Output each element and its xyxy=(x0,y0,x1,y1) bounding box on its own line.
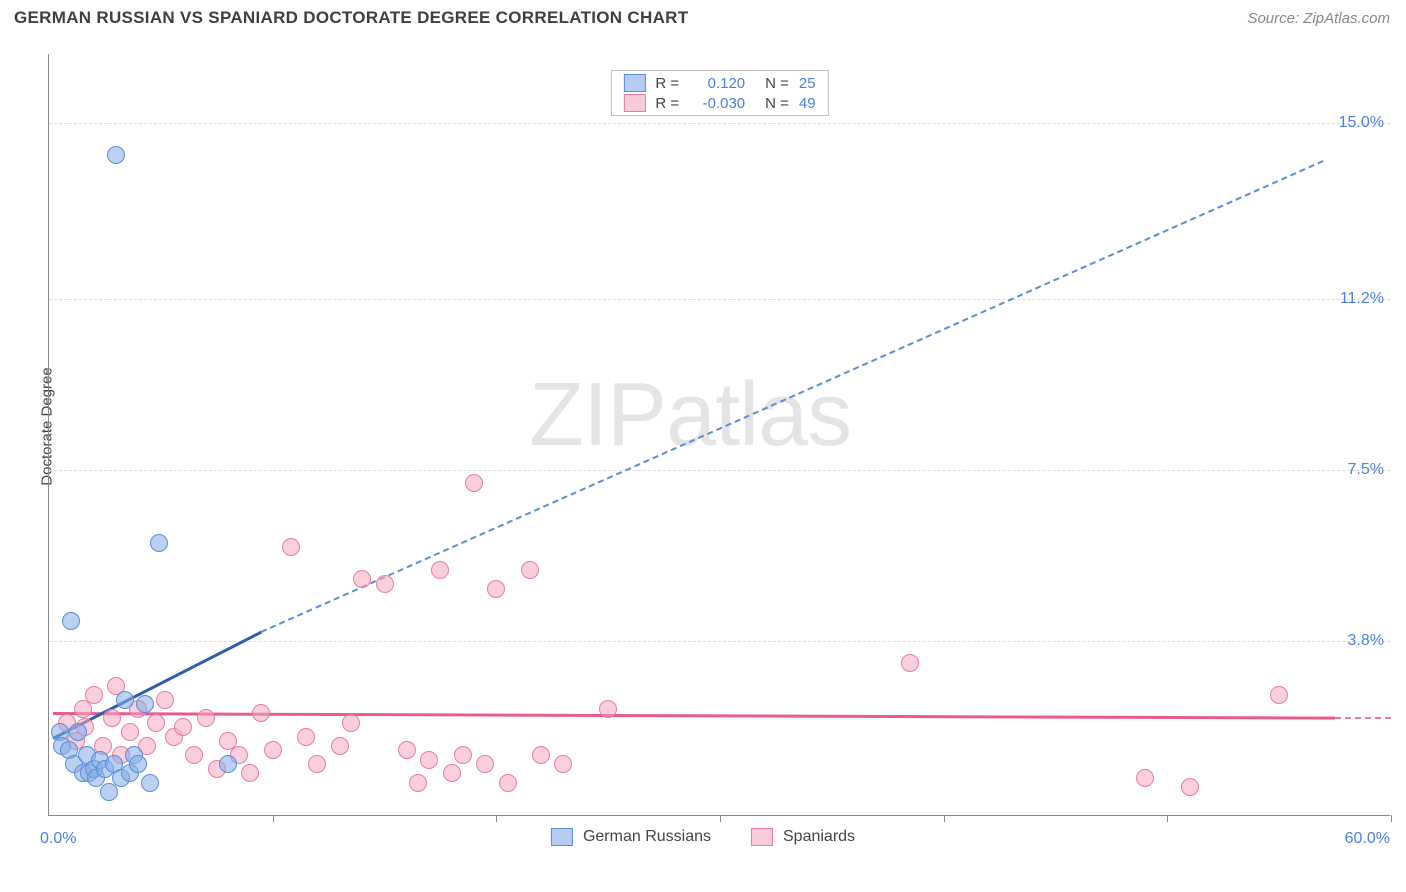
x-tick xyxy=(944,815,945,822)
data-point xyxy=(69,723,87,741)
series-legend: German Russians Spaniards xyxy=(551,828,855,846)
data-point xyxy=(136,695,154,713)
n-value-pink: 49 xyxy=(799,95,816,112)
y-tick-label: 11.2% xyxy=(1340,290,1384,308)
trend-line xyxy=(261,160,1324,633)
swatch-pink xyxy=(623,94,645,112)
data-point xyxy=(487,580,505,598)
data-point xyxy=(1270,686,1288,704)
x-max-label: 60.0% xyxy=(1345,830,1390,848)
data-point xyxy=(147,714,165,732)
r-label: R = xyxy=(655,75,679,92)
data-point xyxy=(476,755,494,773)
data-point xyxy=(156,691,174,709)
n-label: N = xyxy=(765,75,789,92)
data-point xyxy=(103,709,121,727)
data-point xyxy=(420,751,438,769)
legend-row-pink: R = -0.030 N = 49 xyxy=(611,93,827,113)
data-point xyxy=(599,700,617,718)
data-point xyxy=(141,774,159,792)
x-tick xyxy=(1167,815,1168,822)
data-point xyxy=(1136,769,1154,787)
data-point xyxy=(1181,778,1199,796)
source-attribution: Source: ZipAtlas.com xyxy=(1247,10,1390,27)
data-point xyxy=(150,534,168,552)
data-point xyxy=(353,570,371,588)
data-point xyxy=(901,654,919,672)
swatch-pink xyxy=(751,828,773,846)
legend-row-blue: R = 0.120 N = 25 xyxy=(611,73,827,93)
data-point xyxy=(219,755,237,773)
legend-item-blue: German Russians xyxy=(551,828,711,846)
r-value-pink: -0.030 xyxy=(689,95,745,112)
correlation-legend: R = 0.120 N = 25 R = -0.030 N = 49 xyxy=(610,70,828,116)
data-point xyxy=(107,146,125,164)
n-value-blue: 25 xyxy=(799,75,816,92)
gridline xyxy=(49,470,1390,471)
r-label: R = xyxy=(655,95,679,112)
data-point xyxy=(521,561,539,579)
trend-line xyxy=(1335,717,1391,719)
data-point xyxy=(331,737,349,755)
data-point xyxy=(116,691,134,709)
data-point xyxy=(342,714,360,732)
data-point xyxy=(62,612,80,630)
chart-area: Doctorate Degree ZIPatlas R = 0.120 N = … xyxy=(0,38,1406,858)
data-point xyxy=(431,561,449,579)
gridline xyxy=(49,641,1390,642)
legend-label-pink: Spaniards xyxy=(783,828,855,846)
trend-line xyxy=(53,712,1335,720)
data-point xyxy=(241,764,259,782)
chart-title: GERMAN RUSSIAN VS SPANIARD DOCTORATE DEG… xyxy=(14,8,688,28)
x-tick xyxy=(720,815,721,822)
legend-item-pink: Spaniards xyxy=(751,828,855,846)
data-point xyxy=(297,728,315,746)
data-point xyxy=(282,538,300,556)
legend-label-blue: German Russians xyxy=(583,828,711,846)
swatch-blue xyxy=(551,828,573,846)
data-point xyxy=(532,746,550,764)
data-point xyxy=(443,764,461,782)
data-point xyxy=(252,704,270,722)
data-point xyxy=(499,774,517,792)
gridline xyxy=(49,123,1390,124)
data-point xyxy=(197,709,215,727)
data-point xyxy=(129,755,147,773)
data-point xyxy=(74,700,92,718)
data-point xyxy=(554,755,572,773)
swatch-blue xyxy=(623,74,645,92)
y-tick-label: 15.0% xyxy=(1339,114,1384,132)
x-tick xyxy=(1391,815,1392,822)
data-point xyxy=(308,755,326,773)
data-point xyxy=(409,774,427,792)
x-tick xyxy=(273,815,274,822)
plot-region: ZIPatlas R = 0.120 N = 25 R = -0.030 N =… xyxy=(48,54,1390,816)
data-point xyxy=(454,746,472,764)
data-point xyxy=(121,723,139,741)
title-bar: GERMAN RUSSIAN VS SPANIARD DOCTORATE DEG… xyxy=(0,0,1406,36)
gridline xyxy=(49,299,1390,300)
data-point xyxy=(185,746,203,764)
data-point xyxy=(376,575,394,593)
data-point xyxy=(174,718,192,736)
x-min-label: 0.0% xyxy=(40,830,76,848)
watermark: ZIPatlas xyxy=(529,364,851,467)
y-tick-label: 7.5% xyxy=(1348,461,1384,479)
r-value-blue: 0.120 xyxy=(689,75,745,92)
data-point xyxy=(465,474,483,492)
y-tick-label: 3.8% xyxy=(1348,632,1384,650)
data-point xyxy=(398,741,416,759)
data-point xyxy=(264,741,282,759)
x-tick xyxy=(496,815,497,822)
n-label: N = xyxy=(765,95,789,112)
